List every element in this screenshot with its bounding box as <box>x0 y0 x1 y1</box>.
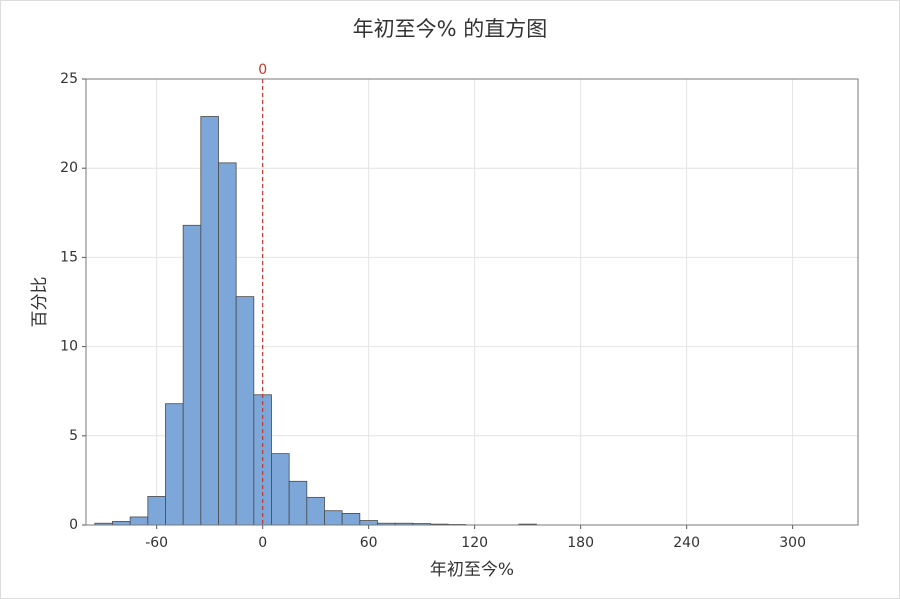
bar <box>129 516 149 526</box>
y-axis-label: 百分比 <box>30 277 50 328</box>
bar <box>271 453 290 526</box>
bar <box>306 496 325 526</box>
bar <box>147 496 166 526</box>
x-tick-label: 120 <box>461 535 488 551</box>
y-tick-label: 15 <box>60 249 78 265</box>
bar <box>218 162 237 526</box>
bar <box>200 116 219 526</box>
bar <box>112 521 131 526</box>
x-tick-label: 240 <box>673 535 700 551</box>
bar <box>359 520 378 526</box>
bar <box>165 403 184 526</box>
y-tick-label: 10 <box>60 339 78 355</box>
bar <box>324 510 343 526</box>
bar <box>182 224 202 526</box>
plot-frame <box>85 78 859 526</box>
x-tick-label: 180 <box>567 535 594 551</box>
y-tick-label: 0 <box>69 517 78 533</box>
y-tick-label: 5 <box>69 428 78 444</box>
reference-label: 0 <box>258 62 267 78</box>
bar <box>288 480 308 526</box>
x-tick-label: 60 <box>360 535 378 551</box>
y-tick-label: 25 <box>60 71 78 87</box>
chart-title: 年初至今% 的直方图 <box>353 17 548 41</box>
bar <box>235 296 255 526</box>
x-tick-label: 0 <box>258 535 267 551</box>
x-tick-label: 300 <box>779 535 806 551</box>
bar <box>341 513 361 526</box>
x-tick-label: -60 <box>145 535 168 551</box>
y-tick-label: 20 <box>60 160 78 176</box>
x-axis-label: 年初至今% <box>430 560 514 580</box>
